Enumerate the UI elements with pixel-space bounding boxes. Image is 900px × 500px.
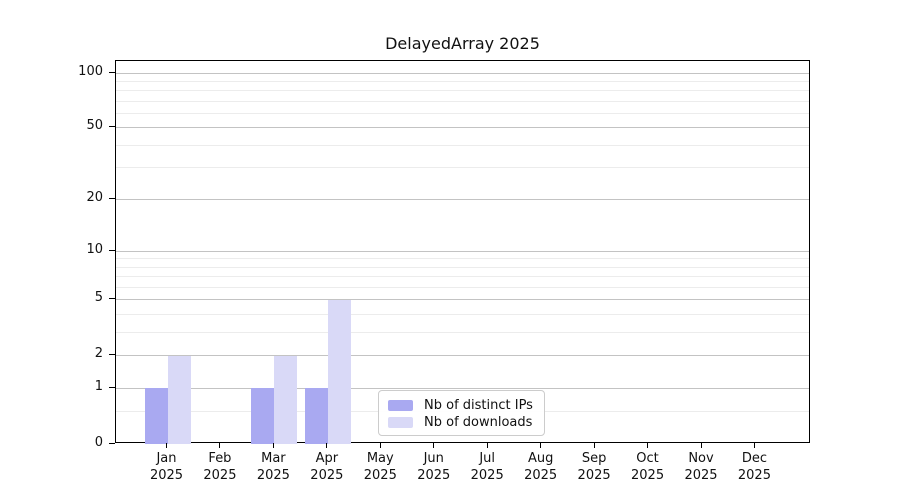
major-gridline — [116, 355, 809, 357]
legend-label-distinct-ips: Nb of distinct IPs — [424, 397, 533, 413]
y-axis-tick-label: 50 — [86, 118, 103, 134]
x-axis-tick-label: Nov 2025 — [684, 451, 718, 483]
y-axis-tick-label: 2 — [94, 346, 103, 362]
x-axis-tick-label: Jan 2025 — [149, 451, 184, 483]
minor-gridline — [116, 258, 809, 260]
legend-entry-distinct-ips: Nb of distinct IPs — [388, 397, 535, 413]
y-axis-tick-label: 100 — [78, 63, 103, 79]
x-axis-tick-label: Jul 2025 — [470, 451, 504, 483]
minor-gridline — [116, 100, 809, 102]
chart-title: DelayedArray 2025 — [385, 34, 540, 53]
x-axis-tick-label: Feb 2025 — [203, 451, 237, 483]
x-axis-tick-label: Sep 2025 — [577, 451, 611, 483]
y-axis-tick — [109, 126, 115, 128]
y-axis-tick — [109, 249, 115, 251]
x-axis-tick — [379, 443, 381, 448]
minor-gridline — [116, 276, 809, 278]
x-axis-tick-label: Oct 2025 — [631, 451, 665, 483]
x-axis-tick — [647, 443, 649, 448]
bar-apr-downloads — [327, 299, 351, 444]
minor-gridline — [116, 113, 809, 115]
legend-swatch-downloads — [388, 416, 413, 428]
legend-entry-downloads: Nb of downloads — [388, 414, 535, 430]
x-axis-tick — [272, 443, 274, 448]
plot-area — [115, 60, 810, 444]
y-axis-tick-label: 1 — [94, 378, 103, 394]
y-axis-tick-label: 0 — [94, 434, 103, 450]
y-axis-tick — [109, 197, 115, 199]
x-axis-tick — [433, 443, 435, 448]
y-axis-tick-label: 5 — [94, 290, 103, 306]
x-axis-tick-label: Mar 2025 — [256, 451, 290, 483]
minor-gridline — [116, 167, 809, 169]
y-axis-tick-label: 10 — [86, 241, 103, 257]
minor-gridline — [116, 80, 809, 82]
x-axis-tick — [486, 443, 488, 448]
minor-gridline — [116, 332, 809, 334]
major-gridline — [116, 299, 809, 301]
x-axis-tick — [219, 443, 221, 448]
x-axis-tick-label: Aug 2025 — [524, 451, 558, 483]
legend-label-downloads: Nb of downloads — [424, 414, 533, 430]
x-axis-tick — [166, 443, 167, 448]
bar-jan-distinct-ips — [144, 388, 168, 444]
y-axis-tick — [109, 442, 115, 444]
y-axis-tick — [109, 298, 115, 300]
minor-gridline — [116, 144, 809, 146]
x-axis-tick-label: May 2025 — [363, 451, 397, 483]
minor-gridline — [116, 266, 809, 268]
bar-mar-distinct-ips — [251, 388, 275, 444]
y-axis-tick-label: 20 — [86, 189, 103, 205]
major-gridline — [116, 387, 809, 389]
y-axis-tick — [109, 354, 115, 356]
minor-gridline — [116, 314, 809, 316]
major-gridline — [116, 250, 809, 252]
x-axis-tick — [540, 443, 542, 448]
y-axis-tick — [109, 71, 115, 73]
bar-jan-downloads — [167, 355, 191, 444]
x-axis-tick-label: Dec 2025 — [737, 451, 771, 483]
major-gridline — [116, 127, 809, 129]
major-gridline — [116, 198, 809, 200]
x-axis-tick — [326, 443, 328, 448]
legend-swatch-distinct-ips — [388, 399, 413, 411]
x-axis-tick — [700, 443, 702, 448]
legend: Nb of distinct IPs Nb of downloads — [378, 390, 545, 436]
x-axis-tick-label: Jun 2025 — [417, 451, 451, 483]
major-gridline — [116, 72, 809, 74]
y-axis-tick — [109, 386, 115, 388]
bar-mar-downloads — [274, 355, 298, 444]
x-axis-tick — [593, 443, 595, 448]
x-axis-tick-label: Apr 2025 — [310, 451, 344, 483]
x-axis-tick — [753, 443, 755, 448]
minor-gridline — [116, 287, 809, 289]
bar-apr-distinct-ips — [304, 388, 328, 444]
minor-gridline — [116, 90, 809, 92]
